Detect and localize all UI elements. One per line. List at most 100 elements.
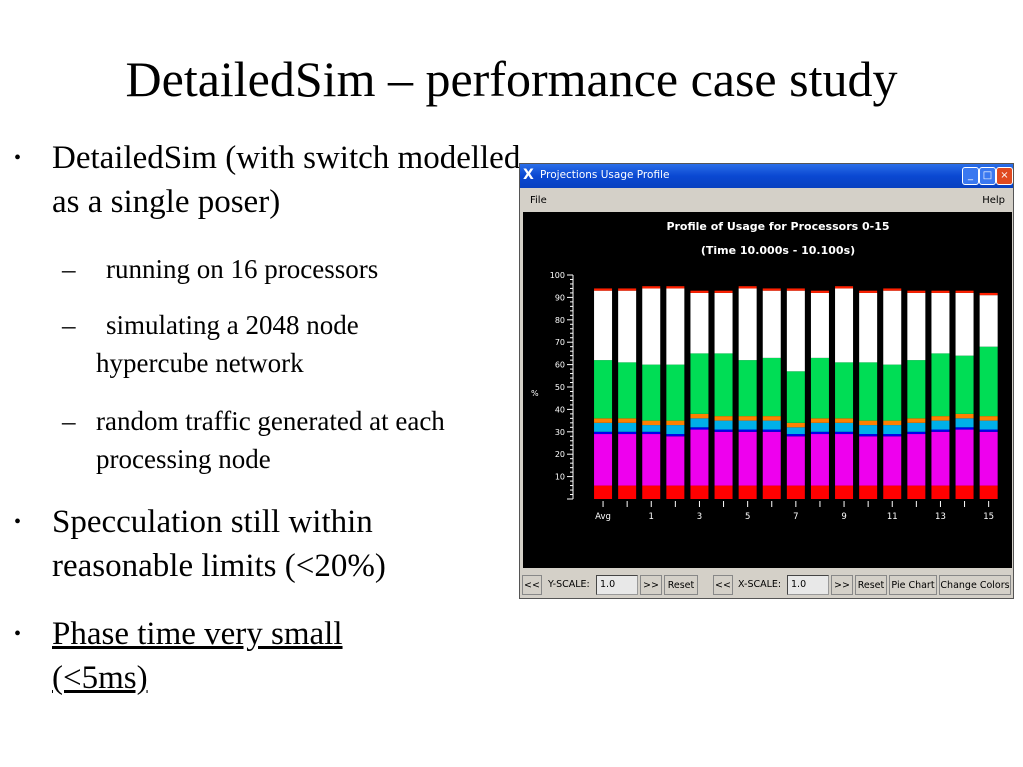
y-tick-label: 60	[555, 361, 565, 370]
bar-segment	[835, 431, 854, 435]
bar-segment	[883, 434, 902, 437]
bar-segment	[666, 288, 685, 365]
y-scale-reset-button[interactable]: Reset	[664, 575, 698, 595]
y-tick-label: 50	[555, 383, 565, 392]
bar-segment	[979, 485, 998, 499]
bar-segment	[931, 290, 950, 293]
bar-segment	[955, 485, 974, 499]
bar-segment	[690, 485, 709, 499]
bar-segment	[835, 418, 854, 423]
bar-segment	[931, 485, 950, 499]
bar-segment	[738, 420, 757, 430]
bar-segment	[979, 431, 998, 486]
bar-segment	[666, 364, 685, 421]
y-axis-label: %	[531, 389, 539, 398]
bar-segment	[859, 420, 878, 426]
chart-title: Profile of Usage for Processors 0-15	[666, 220, 889, 233]
bar-segment	[907, 360, 926, 419]
bar-segment	[666, 485, 685, 499]
bar-segment	[738, 431, 757, 486]
bar-segment	[883, 364, 902, 421]
bullet-dot-icon: •	[14, 511, 22, 533]
bullet-text: DetailedSim (with switch modelled as a s…	[52, 140, 521, 220]
bar-segment	[810, 357, 829, 419]
x-tick-label: 7	[793, 512, 798, 522]
bar-segment	[883, 485, 902, 499]
bar-segment	[931, 292, 950, 354]
bar-segment	[762, 357, 781, 417]
bar-segment	[714, 429, 733, 432]
sub-bullet-text: random traffic generated at each process…	[96, 406, 445, 474]
bullet-text-link[interactable]: Phase time very small (<5ms)	[52, 616, 343, 696]
bar-segment	[979, 420, 998, 430]
bar-segment	[714, 292, 733, 354]
bar-segment	[955, 290, 974, 293]
bar-segment	[762, 288, 781, 291]
y-tick-label: 20	[555, 450, 565, 459]
bar-segment	[955, 427, 974, 430]
bar-segment	[642, 420, 661, 426]
pie-chart-button[interactable]: Pie Chart	[889, 575, 937, 595]
y-tick-label: 40	[555, 405, 565, 414]
bar-segment	[594, 360, 613, 419]
x-tick-label: 3	[697, 512, 702, 522]
bar-segment	[810, 434, 829, 486]
bar-segment	[618, 431, 637, 435]
bar-segment	[931, 429, 950, 432]
window-titlebar[interactable]: X Projections Usage Profile _ □ ×	[520, 164, 1013, 188]
bar-segment	[690, 413, 709, 419]
x-scale-reset-button[interactable]: Reset	[855, 575, 887, 595]
bar-segment	[786, 485, 805, 499]
bar-segment	[907, 422, 926, 432]
bar-segment	[979, 416, 998, 421]
x-tick-label: Avg	[595, 512, 611, 522]
bar-segment	[690, 353, 709, 414]
bar-segment	[835, 422, 854, 432]
y-scale-decrease-button[interactable]: <<	[522, 575, 542, 595]
bar-segment	[738, 485, 757, 499]
minimize-button[interactable]: _	[962, 167, 979, 185]
bar-segment	[762, 429, 781, 432]
bar-segment	[786, 290, 805, 372]
bar-segment	[762, 420, 781, 430]
x-scale-decrease-button[interactable]: <<	[713, 575, 733, 595]
bar-segment	[762, 290, 781, 358]
bar-segment	[738, 360, 757, 417]
bar-segment	[642, 425, 661, 432]
bar-segment	[931, 353, 950, 417]
y-scale-input[interactable]	[596, 575, 638, 595]
bar-segment	[666, 425, 685, 435]
y-tick-label: 70	[555, 338, 565, 347]
x-tick-label: 1	[649, 512, 654, 522]
bar-segment	[931, 431, 950, 486]
bar-segment	[859, 290, 878, 293]
bar-segment	[979, 295, 998, 347]
change-colors-button[interactable]: Change Colors	[939, 575, 1011, 595]
x-tick-label: 13	[935, 512, 946, 522]
bar-segment	[859, 292, 878, 363]
close-button[interactable]: ×	[996, 167, 1013, 185]
x-scale-input[interactable]	[787, 575, 829, 595]
bar-segment	[859, 362, 878, 421]
y-scale-increase-button[interactable]: >>	[640, 575, 662, 595]
bar-segment	[955, 418, 974, 428]
bar-segment	[642, 286, 661, 289]
y-tick-label: 100	[550, 271, 565, 280]
maximize-button[interactable]: □	[979, 167, 996, 185]
bar-segment	[738, 429, 757, 432]
bar-segment	[859, 425, 878, 435]
bar-segment	[786, 436, 805, 486]
bar-segment	[931, 416, 950, 421]
bar-segment	[594, 418, 613, 423]
sub-bullet-text: running on 16 processors	[106, 254, 379, 284]
menu-help[interactable]: Help	[982, 195, 1005, 206]
dash-icon: –	[62, 254, 76, 284]
slide-title: DetailedSim – performance case study	[125, 51, 898, 107]
menu-file[interactable]: File	[530, 195, 547, 206]
x-scale-increase-button[interactable]: >>	[831, 575, 853, 595]
bar-segment	[738, 288, 757, 361]
bar-segment	[883, 420, 902, 426]
bar-segment	[810, 290, 829, 293]
usage-profile-chart: Profile of Usage for Processors 0-15 (Ti…	[523, 212, 1012, 568]
projections-window: X Projections Usage Profile _ □ × File H…	[520, 164, 1013, 598]
